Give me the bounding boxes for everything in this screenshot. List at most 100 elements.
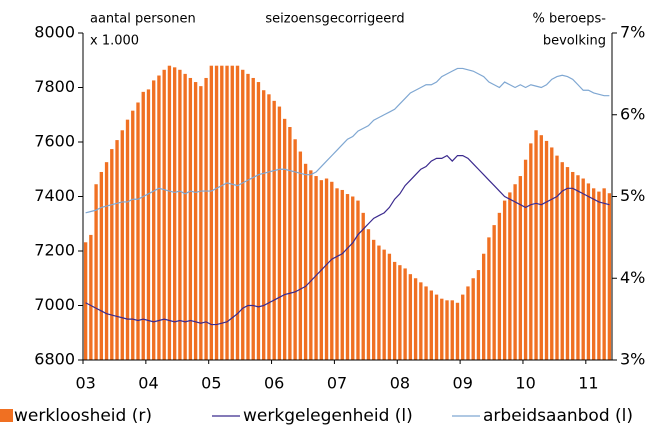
bar (366, 229, 371, 360)
bar (193, 82, 198, 361)
bar (241, 69, 245, 360)
bar (476, 270, 481, 360)
bar (89, 234, 93, 360)
bar (209, 65, 213, 360)
bar (586, 183, 591, 360)
bar (136, 102, 140, 361)
x-tick-label: 09 (453, 374, 473, 393)
x-tick-label: 11 (578, 374, 598, 393)
bar (110, 149, 114, 360)
bar (345, 194, 350, 360)
legend-swatch (0, 409, 13, 422)
bar (272, 100, 276, 360)
legend-label: werkloosheid (r) (14, 406, 152, 426)
bar (565, 167, 570, 360)
y2-tick-label: 4% (620, 268, 645, 287)
bar (508, 192, 512, 360)
bar (251, 77, 255, 361)
bar (340, 189, 344, 360)
bar (131, 110, 135, 360)
y2-tick-label: 6% (620, 104, 645, 123)
bar (377, 245, 381, 360)
legend-label: werkgelegenheid (l) (243, 406, 413, 426)
bar (152, 80, 156, 360)
bar (602, 188, 606, 360)
y2-tick-label: 3% (620, 350, 645, 369)
bar (230, 65, 234, 360)
bar (225, 65, 229, 360)
bar (314, 176, 318, 360)
bar (277, 106, 282, 360)
bar (450, 300, 454, 360)
y-tick-label: 6800 (34, 350, 75, 369)
legend-label: arbeidsaanbod (l) (483, 406, 633, 426)
y2-axis-label: % beroeps- (533, 12, 607, 27)
y2-tick-label: 7% (620, 23, 645, 42)
bar (529, 143, 533, 360)
x-tick-label: 05 (201, 374, 221, 393)
bar (466, 286, 470, 360)
y-axis-label: aantal personen (90, 12, 196, 27)
bar (597, 191, 601, 360)
bar (550, 147, 554, 360)
bar (146, 89, 151, 360)
bar (141, 91, 145, 361)
bar (523, 159, 528, 360)
bar (335, 188, 339, 360)
bar (581, 178, 585, 360)
bar (188, 77, 193, 361)
chart-subtitle: seizoensgecorrigeerd (265, 12, 404, 27)
y-axis-label: x 1.000 (90, 34, 139, 49)
bar (172, 67, 177, 361)
bar (235, 65, 240, 360)
bar (262, 90, 266, 360)
x-tick-label: 08 (390, 374, 410, 393)
bar (288, 127, 292, 360)
y2-axis-label: bevolking (543, 34, 606, 49)
bar (303, 163, 308, 360)
bar (413, 278, 418, 360)
x-tick-label: 06 (264, 374, 284, 393)
bar (419, 282, 423, 360)
bar (157, 75, 161, 360)
x-tick-label: 07 (327, 374, 347, 393)
bar (99, 171, 104, 360)
bar (497, 212, 502, 360)
bar (471, 278, 475, 360)
bar (83, 242, 88, 360)
bar (560, 162, 564, 360)
y-tick-label: 7800 (34, 77, 75, 96)
bar (534, 130, 538, 360)
y-tick-label: 7000 (34, 295, 75, 314)
bar (387, 253, 392, 360)
line (85, 67, 610, 214)
bar (607, 193, 612, 360)
bar (502, 200, 507, 360)
y-tick-label: 7200 (34, 241, 75, 260)
bar (571, 171, 575, 360)
bar (492, 225, 496, 360)
bar (455, 302, 460, 360)
bar (445, 300, 449, 360)
bar (120, 130, 124, 360)
bar (518, 176, 523, 360)
bar (94, 184, 98, 360)
bar (382, 249, 386, 360)
bar (392, 261, 397, 360)
bar (104, 162, 109, 360)
y-tick-label: 7600 (34, 132, 75, 151)
bar (282, 118, 287, 361)
x-tick-label: 03 (75, 374, 95, 393)
bar (214, 65, 219, 360)
x-tick-label: 04 (138, 374, 158, 393)
bar (403, 268, 407, 360)
bar (487, 237, 491, 360)
bar (544, 140, 549, 360)
bar (351, 196, 355, 360)
y-tick-label: 8000 (34, 23, 75, 42)
bar (513, 184, 517, 360)
bar (461, 294, 465, 360)
bar (440, 298, 444, 360)
bar (434, 294, 439, 360)
